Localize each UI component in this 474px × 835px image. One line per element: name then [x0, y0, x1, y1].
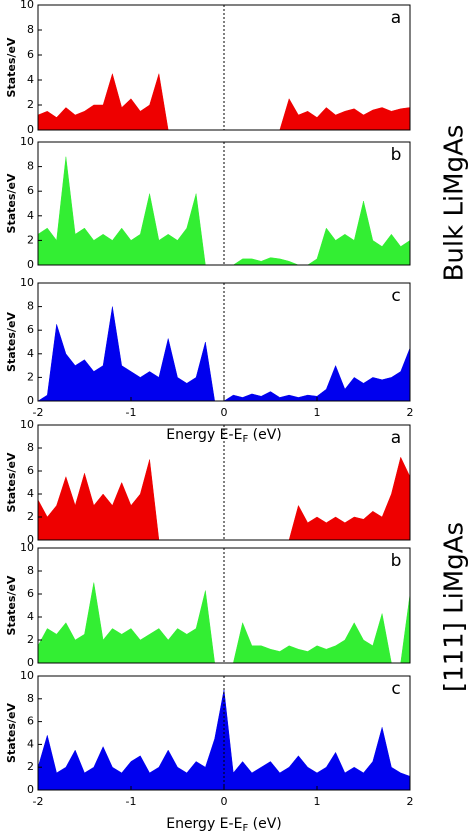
y-tick-label: 8 — [27, 692, 34, 705]
y-tick-label: 6 — [27, 323, 34, 336]
y-tick-label: 8 — [27, 300, 34, 313]
x-tick-label: 1 — [314, 406, 321, 419]
y-axis-label: States/eV — [5, 37, 18, 97]
y-tick-label: 4 — [27, 487, 34, 500]
y-axis-label: States/eV — [5, 703, 18, 763]
x-axis-label-part: Energy E-E — [166, 816, 242, 832]
dos-area — [37, 306, 411, 402]
y-tick-label: 6 — [27, 464, 34, 477]
x-tick-label: 0 — [221, 795, 228, 808]
y-tick-label: 10 — [20, 0, 34, 11]
x-axis-label-part: Energy E-E — [166, 427, 242, 443]
x-axis-label-part: F — [242, 823, 248, 834]
y-tick-label: 0 — [27, 533, 34, 546]
y-axis-label: States/eV — [5, 173, 18, 233]
y-tick-label: 4 — [27, 347, 34, 360]
y-tick-label: 2 — [27, 233, 34, 246]
dos-area — [37, 689, 411, 791]
plot-frame — [37, 424, 411, 541]
y-tick-label: 8 — [27, 564, 34, 577]
y-tick-label: 2 — [27, 98, 34, 111]
y-tick-label: 6 — [27, 48, 34, 61]
y-axis-label: States/eV — [5, 575, 18, 635]
panel-label: b — [391, 145, 402, 165]
y-tick-label: 6 — [27, 587, 34, 600]
y-tick-label: 4 — [27, 209, 34, 222]
panel-label: a — [391, 428, 401, 448]
panel-label: c — [391, 286, 400, 306]
y-tick-label: 10 — [20, 541, 34, 554]
y-axis-label: States/eV — [5, 312, 18, 372]
y-tick-label: 6 — [27, 715, 34, 728]
y-tick-label: 10 — [20, 276, 34, 289]
plot-frame — [37, 547, 411, 664]
group-label: Bulk LiMgAs — [440, 125, 470, 282]
y-axis-label: States/eV — [5, 452, 18, 512]
x-axis-label-part: (eV) — [248, 816, 282, 832]
y-tick-label: 2 — [27, 510, 34, 523]
x-tick-label: 1 — [314, 795, 321, 808]
y-tick-label: 0 — [27, 123, 34, 136]
y-tick-label: 10 — [20, 669, 34, 682]
x-axis-label-part: F — [242, 434, 248, 445]
x-tick-label: 2 — [407, 406, 414, 419]
y-tick-label: 2 — [27, 370, 34, 383]
x-tick-label: 0 — [221, 406, 228, 419]
y-tick-label: 0 — [27, 258, 34, 271]
x-tick-label: -2 — [33, 406, 44, 419]
plot-frame — [37, 141, 411, 266]
y-tick-label: 0 — [27, 783, 34, 796]
y-tick-label: 4 — [27, 610, 34, 623]
x-axis-label: Energy E-EF (eV) — [166, 816, 282, 834]
y-tick-label: 0 — [27, 394, 34, 407]
x-tick-label: -1 — [126, 406, 137, 419]
x-tick-label: -1 — [126, 795, 137, 808]
y-tick-label: 2 — [27, 633, 34, 646]
y-tick-label: 10 — [20, 418, 34, 431]
y-tick-label: 4 — [27, 737, 34, 750]
dos-area — [37, 582, 411, 664]
x-axis-label: Energy E-EF (eV) — [166, 427, 282, 445]
panel-label: a — [391, 8, 401, 28]
y-tick-label: 10 — [20, 135, 34, 148]
y-tick-label: 8 — [27, 23, 34, 36]
panel-label: c — [391, 679, 400, 699]
y-tick-label: 2 — [27, 760, 34, 773]
x-tick-label: 2 — [407, 795, 414, 808]
y-tick-label: 0 — [27, 656, 34, 669]
y-tick-label: 6 — [27, 184, 34, 197]
y-tick-label: 8 — [27, 160, 34, 173]
y-tick-label: 8 — [27, 441, 34, 454]
x-axis-label-part: (eV) — [248, 427, 282, 443]
y-tick-label: 4 — [27, 73, 34, 86]
panel-label: b — [391, 551, 402, 571]
group-label: [111] LiMgAs — [440, 522, 470, 692]
x-tick-label: -2 — [33, 795, 44, 808]
plot-frame — [37, 4, 411, 131]
